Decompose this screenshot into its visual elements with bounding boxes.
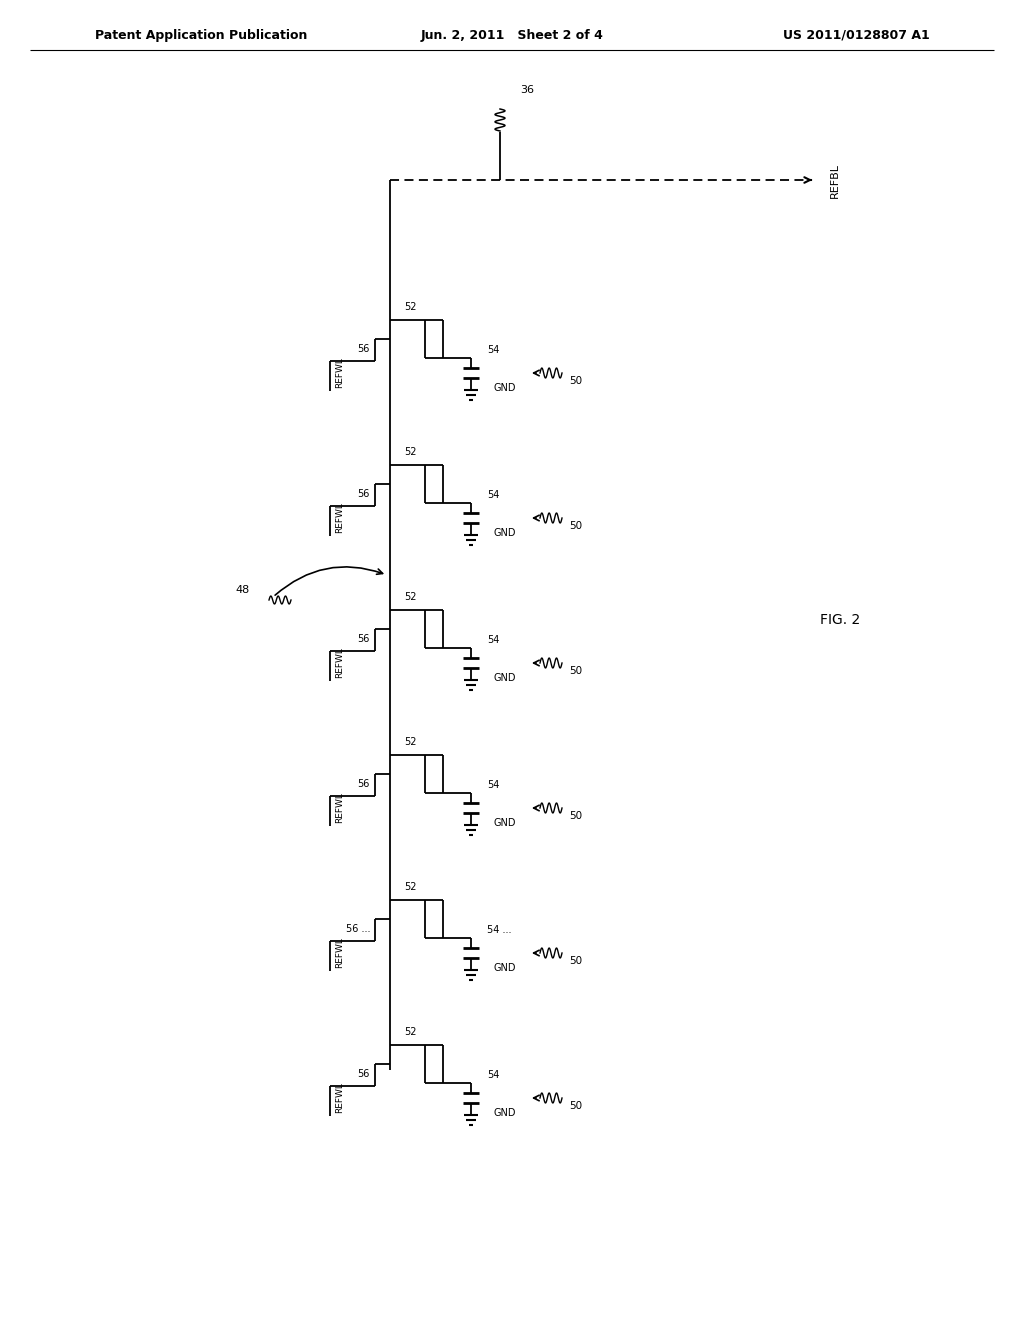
Text: REFWL: REFWL [335, 1082, 344, 1114]
Text: GND: GND [493, 383, 515, 393]
Text: GND: GND [493, 1107, 515, 1118]
Text: 50: 50 [569, 810, 582, 821]
Text: 54: 54 [487, 635, 500, 645]
Text: REFWL: REFWL [335, 358, 344, 388]
Text: 56 ...: 56 ... [345, 924, 370, 935]
Text: REFWL: REFWL [335, 937, 344, 969]
Text: 52: 52 [403, 447, 416, 457]
Text: US 2011/0128807 A1: US 2011/0128807 A1 [783, 29, 930, 41]
Text: Patent Application Publication: Patent Application Publication [95, 29, 307, 41]
Text: 52: 52 [403, 1027, 416, 1038]
Text: 54 ...: 54 ... [487, 925, 512, 935]
Text: GND: GND [493, 673, 515, 682]
Text: 52: 52 [403, 737, 416, 747]
Text: 54: 54 [487, 780, 500, 789]
Text: 54: 54 [487, 1071, 500, 1080]
Text: GND: GND [493, 964, 515, 973]
Text: 56: 56 [357, 488, 370, 499]
Text: REFWL: REFWL [335, 792, 344, 824]
Text: GND: GND [493, 528, 515, 539]
Text: 52: 52 [403, 591, 416, 602]
Text: 50: 50 [569, 1101, 582, 1111]
Text: REFBL: REFBL [830, 162, 840, 198]
Text: 52: 52 [403, 302, 416, 312]
Text: 56: 56 [357, 779, 370, 789]
Text: 54: 54 [487, 490, 500, 500]
Text: REFWL: REFWL [335, 648, 344, 678]
Text: 52: 52 [403, 882, 416, 892]
Text: 54: 54 [487, 345, 500, 355]
Text: 36: 36 [520, 84, 534, 95]
Text: GND: GND [493, 818, 515, 828]
Text: 50: 50 [569, 956, 582, 966]
Text: 50: 50 [569, 667, 582, 676]
Text: 56: 56 [357, 634, 370, 644]
Text: 50: 50 [569, 521, 582, 531]
Text: FIG. 2: FIG. 2 [820, 612, 860, 627]
Text: REFWL: REFWL [335, 503, 344, 533]
Text: 56: 56 [357, 1069, 370, 1078]
Text: Jun. 2, 2011   Sheet 2 of 4: Jun. 2, 2011 Sheet 2 of 4 [421, 29, 603, 41]
Text: 48: 48 [236, 585, 250, 595]
Text: 56: 56 [357, 345, 370, 354]
Text: 50: 50 [569, 376, 582, 385]
